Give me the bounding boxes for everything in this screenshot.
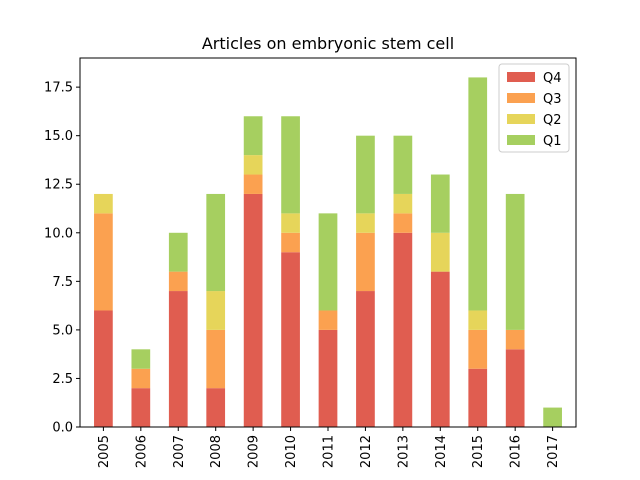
y-tick-label: 15.0 [44, 129, 73, 144]
chart-title: Articles on embryonic stem cell [202, 34, 454, 53]
bar-q2-2014 [430, 232, 450, 272]
bar-q4-2012 [356, 291, 375, 427]
bar-q4-2013 [393, 232, 413, 427]
bar-q2-2012 [356, 213, 375, 233]
bar-q4-2011 [318, 329, 338, 427]
bar-q1-2011 [318, 213, 338, 311]
bar-q3-2012 [356, 232, 375, 292]
y-tick-label: 0.0 [52, 421, 73, 436]
x-tick-label-2010: 2010 [284, 435, 299, 468]
bar-q3-2013 [393, 213, 413, 233]
bar-q1-2008 [206, 193, 226, 292]
bar-q1-2010 [281, 116, 300, 214]
legend: Q4 Q3 Q2 Q1 [498, 63, 570, 153]
bar-q1-2015 [468, 77, 488, 311]
bar-q1-2006 [131, 349, 151, 369]
bar-q4-2014 [430, 271, 450, 427]
x-tick-label-2006: 2006 [134, 435, 149, 468]
x-tick-label-2009: 2009 [247, 435, 262, 468]
legend-label-q1: Q1 [543, 134, 562, 149]
bar-q4-2015 [468, 368, 488, 427]
legend-swatch-q3 [507, 93, 535, 103]
bar-q2-2010 [281, 213, 300, 233]
bar-q3-2015 [468, 329, 488, 369]
bar-q2-2008 [206, 291, 226, 330]
legend-label-q4: Q4 [543, 71, 562, 86]
x-tick-label-2013: 2013 [396, 435, 411, 468]
bar-q2-2015 [468, 310, 488, 330]
bar-q3-2010 [281, 232, 300, 253]
y-tick-label: 17.5 [44, 81, 73, 96]
x-tick-label-2015: 2015 [471, 435, 486, 468]
bar-q3-2009 [243, 174, 263, 194]
x-tick-label-2008: 2008 [209, 435, 224, 468]
bar-q1-2007 [168, 232, 188, 272]
bar-q3-2008 [206, 329, 226, 389]
bar-q4-2009 [243, 193, 263, 427]
bar-q1-2017 [543, 407, 562, 427]
bar-q4-2010 [281, 252, 300, 427]
legend-swatch-q4 [507, 72, 535, 82]
x-tick-label-2014: 2014 [434, 435, 449, 468]
bar-q4-2016 [505, 349, 525, 427]
legend-swatch-q1 [507, 135, 535, 145]
legend-label-q2: Q2 [543, 113, 562, 128]
bar-q3-2007 [168, 271, 188, 292]
y-tick-label: 2.5 [52, 372, 73, 387]
y-tick-label: 7.5 [52, 275, 73, 290]
x-tick-label-2011: 2011 [322, 435, 337, 468]
bar-q4-2006 [131, 388, 151, 427]
x-tick-label-2005: 2005 [97, 435, 112, 468]
y-tick-label: 10.0 [44, 226, 73, 241]
bar-q1-2009 [243, 116, 263, 156]
bar-q1-2013 [393, 135, 413, 194]
bar-q4-2007 [168, 291, 188, 427]
bar-q2-2013 [393, 193, 413, 214]
axes-layer: 0.0 2.5 5.0 7.5 10.0 12.5 15.0 17.5 2005 2006 2007… [44, 57, 577, 468]
x-tick-label-2007: 2007 [172, 435, 187, 468]
bar-q4-2008 [206, 388, 226, 427]
bar-q1-2014 [430, 174, 450, 233]
bar-q1-2012 [356, 135, 375, 214]
bar-q2-2005 [94, 193, 113, 214]
bar-q3-2011 [318, 310, 338, 330]
x-tick-label-2012: 2012 [359, 435, 374, 468]
bar-q1-2016 [505, 193, 525, 330]
legend-label-q3: Q3 [543, 92, 562, 107]
y-tick-label: 12.5 [44, 178, 73, 193]
y-tick-label: 5.0 [52, 323, 73, 338]
bars-layer [94, 77, 562, 427]
bar-q3-2016 [505, 329, 525, 350]
bar-q2-2009 [243, 155, 263, 175]
bar-q3-2005 [94, 213, 113, 311]
legend-swatch-q2 [507, 114, 535, 124]
bar-q3-2006 [131, 368, 151, 389]
x-tick-label-2017: 2017 [546, 435, 561, 468]
x-tick-label-2016: 2016 [509, 435, 524, 468]
legend-frame [498, 63, 570, 153]
bar-q4-2005 [94, 310, 113, 427]
